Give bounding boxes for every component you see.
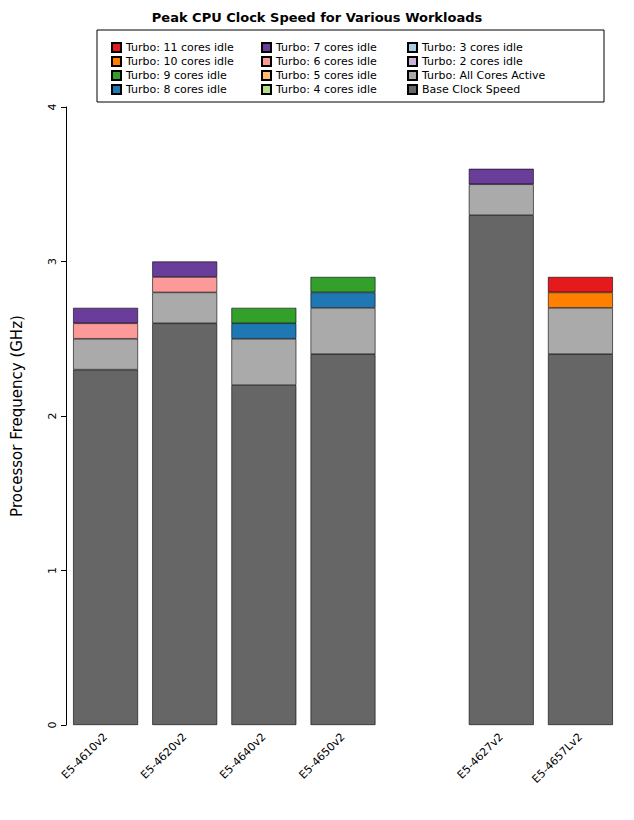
svg-text:Peak CPU Clock Speed for Vario: Peak CPU Clock Speed for Various Workloa… [152, 10, 483, 25]
svg-text:E5-4640v2: E5-4640v2 [217, 730, 268, 781]
svg-text:Turbo: 9 cores idle: Turbo: 9 cores idle [125, 69, 227, 82]
svg-text:Turbo: 6 cores idle: Turbo: 6 cores idle [275, 55, 377, 68]
svg-text:E5-4620v2: E5-4620v2 [138, 730, 189, 781]
svg-text:2: 2 [46, 413, 59, 420]
svg-text:Base Clock Speed: Base Clock Speed [422, 83, 520, 96]
svg-text:1: 1 [46, 567, 59, 574]
svg-text:Turbo: 7 cores idle: Turbo: 7 cores idle [275, 41, 377, 54]
svg-text:Processor Frequency (GHz): Processor Frequency (GHz) [8, 315, 26, 517]
svg-text:E5-4657Lv2: E5-4657Lv2 [530, 730, 585, 785]
svg-text:Turbo: 11 cores idle: Turbo: 11 cores idle [125, 41, 234, 54]
svg-text:Turbo: 10 cores idle: Turbo: 10 cores idle [125, 55, 234, 68]
svg-text:4: 4 [46, 104, 59, 111]
svg-text:Turbo: 8 cores idle: Turbo: 8 cores idle [125, 83, 227, 96]
svg-text:Turbo: All Cores Active: Turbo: All Cores Active [421, 69, 546, 82]
svg-text:3: 3 [46, 258, 59, 265]
svg-text:Turbo: 2 cores idle: Turbo: 2 cores idle [421, 55, 523, 68]
svg-text:Turbo: 5 cores idle: Turbo: 5 cores idle [275, 69, 377, 82]
svg-text:E5-4627v2: E5-4627v2 [455, 730, 506, 781]
svg-text:E5-4610v2: E5-4610v2 [59, 730, 110, 781]
svg-text:0: 0 [46, 722, 59, 729]
svg-text:Turbo: 4 cores idle: Turbo: 4 cores idle [275, 83, 377, 96]
svg-text:E5-4650v2: E5-4650v2 [296, 730, 347, 781]
svg-text:Turbo: 3 cores idle: Turbo: 3 cores idle [421, 41, 523, 54]
